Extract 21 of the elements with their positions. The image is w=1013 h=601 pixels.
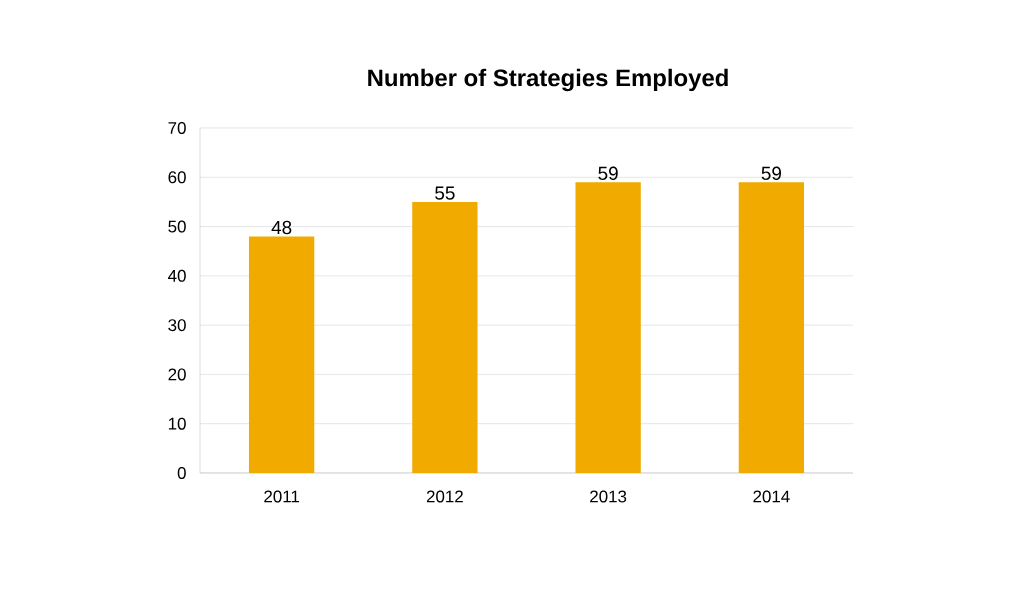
chart-title: Number of Strategies Employed (368, 68, 728, 92)
x-tick-label: 2012 (426, 490, 463, 503)
y-tick-label: 50 (168, 220, 186, 233)
bar (412, 201, 478, 473)
data-label: 48 (271, 220, 292, 235)
y-tick-label: 20 (168, 368, 186, 381)
data-label: 59 (761, 166, 781, 180)
x-tick-label: 2013 (590, 490, 627, 503)
y-tick-label: 40 (168, 269, 186, 282)
y-tick-label: 0 (177, 466, 186, 479)
y-tick-label: 10 (168, 417, 186, 430)
bar (738, 182, 805, 473)
data-label: 59 (598, 166, 618, 180)
x-tick-label: 2014 (753, 490, 790, 503)
bar (248, 236, 315, 473)
data-label: 55 (435, 186, 455, 200)
bar (575, 182, 641, 473)
y-tick-label: 60 (168, 171, 186, 184)
x-tick-label: 2011 (264, 490, 300, 503)
y-tick-label: 70 (168, 121, 186, 134)
y-tick-label: 30 (168, 319, 186, 332)
